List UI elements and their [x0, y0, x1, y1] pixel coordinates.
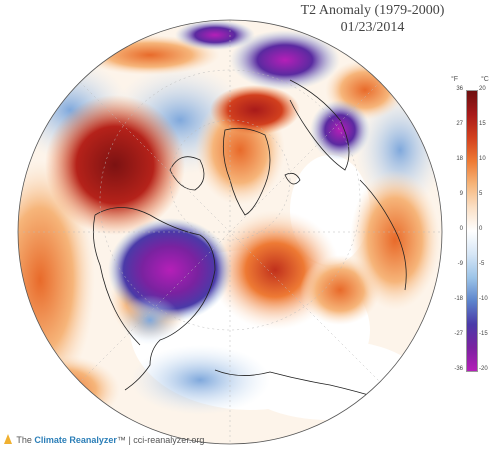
tick-f: -27: [454, 331, 463, 337]
tick-f: 36: [456, 86, 463, 92]
tick-c: 10: [479, 156, 486, 162]
tick-f: -9: [457, 261, 463, 267]
celsius-unit: °C: [481, 76, 489, 83]
tick-f: 0: [459, 226, 463, 232]
tick-f: 9: [459, 191, 463, 197]
map-date: 01/23/2014: [340, 20, 405, 35]
tick-c: 0: [479, 226, 483, 232]
tick-c: -10: [479, 296, 488, 302]
graticule: [18, 20, 442, 444]
footer-separator: |: [128, 435, 131, 445]
tick-f: 18: [456, 156, 463, 162]
fahrenheit-unit: °F: [451, 76, 459, 83]
tick-c: -5: [479, 261, 485, 267]
tick-c: -15: [479, 331, 488, 337]
tick-f: -36: [454, 366, 463, 372]
footer-prefix: The: [16, 435, 32, 445]
climate-reanalyzer-logo-icon: [4, 434, 12, 444]
color-scale-bar: [466, 90, 478, 372]
tick-c: 5: [479, 191, 483, 197]
tick-f: 27: [456, 121, 463, 127]
map-title: T2 Anomaly (1979-2000): [300, 3, 445, 18]
footer-site: cci-reanalyzer.org: [133, 435, 205, 445]
footer-credit: The Climate Reanalyzer™ | cci-reanalyzer…: [4, 434, 204, 445]
footer-trademark: ™: [116, 435, 126, 445]
tick-c: -20: [479, 366, 488, 372]
footer-brand: Climate Reanalyzer: [34, 435, 117, 445]
tick-c: 15: [479, 121, 486, 127]
color-scale-legend: °F °C 36 27 18 9 0 -9 -18 -27 -36 20 15 …: [443, 76, 495, 376]
tick-c: 20: [479, 86, 486, 92]
map-title-block: T2 Anomaly (1979-2000) 01/23/2014: [300, 2, 445, 36]
coastlines: [92, 79, 407, 401]
tick-f: -18: [454, 296, 463, 302]
